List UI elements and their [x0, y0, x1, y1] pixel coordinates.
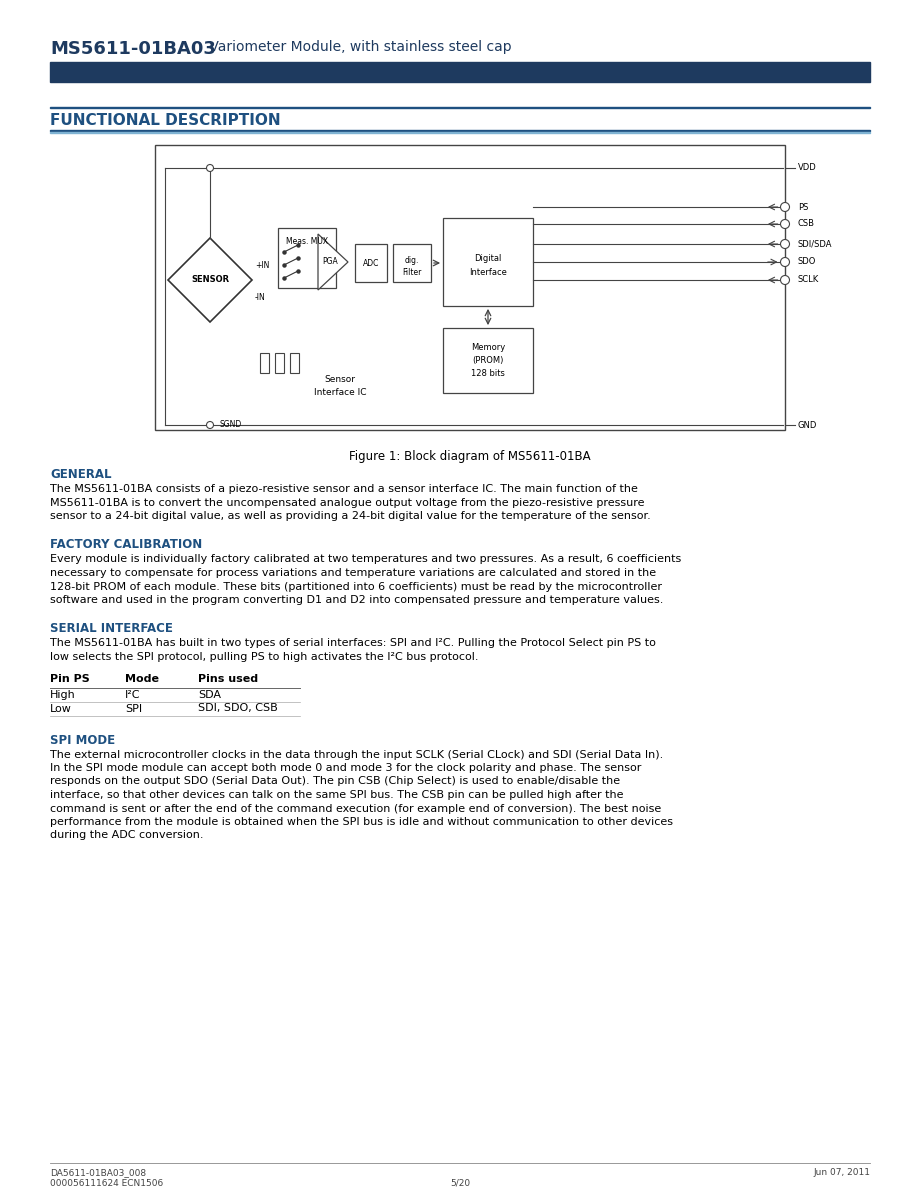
Text: Digital: Digital	[474, 254, 501, 263]
Text: SDO: SDO	[797, 257, 815, 267]
Text: SERIAL INTERFACE: SERIAL INTERFACE	[50, 623, 173, 636]
Text: SCLK: SCLK	[797, 275, 818, 285]
Text: software and used in the program converting D1 and D2 into compensated pressure : software and used in the program convert…	[50, 596, 663, 605]
Text: PS: PS	[797, 202, 808, 212]
Bar	[50, 106, 869, 108]
Circle shape	[779, 219, 789, 229]
Text: 000056111624 ECN1506: 000056111624 ECN1506	[50, 1179, 163, 1187]
Text: Meas. MUX: Meas. MUX	[286, 237, 328, 247]
Text: command is sent or after the end of the command execution (for example end of co: command is sent or after the end of the …	[50, 804, 661, 813]
Text: Jun 07, 2011: Jun 07, 2011	[812, 1168, 869, 1177]
Circle shape	[779, 202, 789, 212]
Text: CSB: CSB	[797, 219, 814, 229]
Text: High: High	[50, 690, 75, 699]
Text: low selects the SPI protocol, pulling PS to high activates the I²C bus protocol.: low selects the SPI protocol, pulling PS…	[50, 651, 478, 662]
Text: The MS5611-01BA consists of a piezo-resistive sensor and a sensor interface IC. : The MS5611-01BA consists of a piezo-resi…	[50, 484, 637, 494]
Text: I²C: I²C	[125, 690, 141, 699]
Text: Pins used: Pins used	[198, 673, 258, 684]
Text: Interface IC: Interface IC	[313, 388, 366, 397]
Circle shape	[206, 422, 213, 429]
Bar	[392, 244, 430, 282]
Text: 128-bit PROM of each module. These bits (partitioned into 6 coefficients) must b: 128-bit PROM of each module. These bits …	[50, 581, 662, 592]
Text: VDD: VDD	[797, 163, 816, 173]
Text: necessary to compensate for process variations and temperature variations are ca: necessary to compensate for process vari…	[50, 568, 655, 578]
Text: ADC: ADC	[362, 258, 379, 268]
Text: MS5611-01BA is to convert the uncompensated analogue output voltage from the pie: MS5611-01BA is to convert the uncompensa…	[50, 498, 644, 507]
Bar	[260, 353, 268, 373]
Text: SENSOR: SENSOR	[191, 275, 229, 285]
Bar	[278, 227, 335, 288]
Text: Figure 1: Block diagram of MS5611-01BA: Figure 1: Block diagram of MS5611-01BA	[349, 450, 590, 463]
Text: SDI/SDA: SDI/SDA	[797, 239, 832, 249]
Text: GND: GND	[797, 420, 816, 430]
Text: SGND: SGND	[220, 420, 242, 429]
Circle shape	[779, 257, 789, 267]
Text: Interface: Interface	[469, 268, 506, 278]
Text: during the ADC conversion.: during the ADC conversion.	[50, 830, 203, 841]
Text: GENERAL: GENERAL	[50, 468, 111, 481]
Text: SDI, SDO, CSB: SDI, SDO, CSB	[198, 704, 278, 713]
Text: Every module is individually factory calibrated at two temperatures and two pres: Every module is individually factory cal…	[50, 555, 680, 565]
Bar	[355, 244, 387, 282]
Text: In the SPI mode module can accept both mode 0 and mode 3 for the clock polarity : In the SPI mode module can accept both m…	[50, 763, 641, 773]
Polygon shape	[168, 238, 252, 322]
Bar	[443, 328, 532, 393]
Text: PGA: PGA	[322, 257, 337, 267]
Text: Filter: Filter	[402, 268, 421, 278]
Text: sensor to a 24-bit digital value, as well as providing a 24-bit digital value fo: sensor to a 24-bit digital value, as wel…	[50, 511, 650, 520]
Text: The MS5611-01BA has built in two types of serial interfaces: SPI and I²C. Pullin: The MS5611-01BA has built in two types o…	[50, 638, 655, 649]
Text: dig.: dig.	[404, 256, 419, 266]
Bar	[50, 130, 869, 131]
Text: DA5611-01BA03_008: DA5611-01BA03_008	[50, 1168, 146, 1177]
Text: interface, so that other devices can talk on the same SPI bus. The CSB pin can b: interface, so that other devices can tal…	[50, 790, 623, 800]
Text: SPI MODE: SPI MODE	[50, 734, 115, 747]
Text: Pin PS: Pin PS	[50, 673, 90, 684]
Circle shape	[206, 164, 213, 172]
Text: +IN: +IN	[255, 262, 269, 270]
Text: FUNCTIONAL DESCRIPTION: FUNCTIONAL DESCRIPTION	[50, 113, 280, 127]
Text: performance from the module is obtained when the SPI bus is idle and without com: performance from the module is obtained …	[50, 817, 673, 827]
Bar	[154, 145, 784, 430]
Text: Low: Low	[50, 704, 72, 713]
Text: SPI: SPI	[125, 704, 142, 713]
Text: Memory: Memory	[471, 343, 505, 353]
Text: FACTORY CALIBRATION: FACTORY CALIBRATION	[50, 538, 202, 551]
Text: MS5611-01BA03: MS5611-01BA03	[50, 40, 216, 58]
Circle shape	[779, 239, 789, 249]
Polygon shape	[318, 233, 347, 289]
Bar	[289, 353, 299, 373]
Text: 5/20: 5/20	[449, 1179, 470, 1187]
Bar	[275, 353, 284, 373]
Text: The external microcontroller clocks in the data through the input SCLK (Serial C: The external microcontroller clocks in t…	[50, 749, 663, 760]
Text: (PROM): (PROM)	[471, 356, 503, 364]
Text: Mode: Mode	[125, 673, 159, 684]
Text: -IN: -IN	[255, 293, 266, 303]
Bar	[50, 62, 869, 82]
Circle shape	[779, 275, 789, 285]
Text: 128 bits: 128 bits	[471, 369, 505, 378]
Bar	[443, 218, 532, 306]
Text: Variometer Module, with stainless steel cap: Variometer Module, with stainless steel …	[205, 40, 511, 54]
Text: SDA: SDA	[198, 690, 221, 699]
Text: responds on the output SDO (Serial Data Out). The pin CSB (Chip Select) is used : responds on the output SDO (Serial Data …	[50, 777, 619, 786]
Text: Sensor: Sensor	[324, 375, 355, 384]
